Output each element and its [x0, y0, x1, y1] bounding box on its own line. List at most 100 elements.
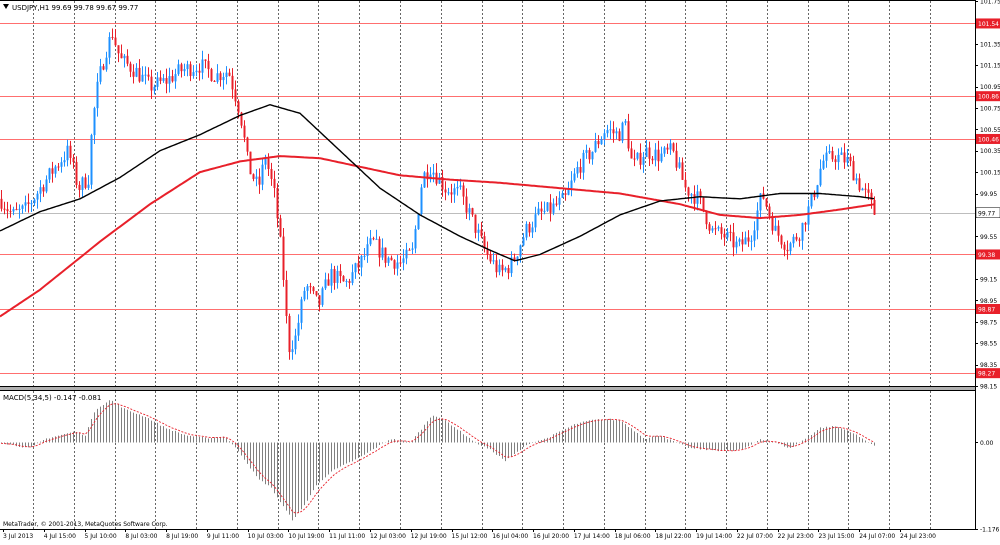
candle-body — [633, 158, 636, 160]
candle-body — [756, 210, 759, 231]
candle-body — [348, 281, 351, 283]
candle-body — [735, 241, 738, 248]
candle-body — [873, 200, 876, 215]
candle-body — [579, 167, 582, 173]
candle-body — [738, 239, 741, 242]
candle-body — [24, 202, 27, 206]
candle-body — [72, 157, 75, 162]
y-tick-label: 100.15 — [980, 170, 1000, 177]
candle-body — [804, 222, 807, 225]
candle-body — [681, 162, 684, 180]
y-tick-label: 98.35 — [980, 362, 997, 369]
candle-body — [144, 74, 147, 76]
candle-body — [291, 349, 294, 353]
candle-body — [396, 262, 399, 269]
candle-body — [183, 69, 186, 72]
candle-body — [210, 69, 213, 81]
candle-body — [366, 244, 369, 256]
candle-body — [189, 64, 192, 76]
candle-body — [78, 184, 81, 190]
candle-body — [636, 152, 639, 159]
candle-body — [828, 151, 831, 153]
candle-body — [399, 262, 402, 264]
candle-body — [606, 130, 609, 134]
candle-body — [522, 237, 525, 246]
candle-body — [333, 269, 336, 283]
candle-body — [126, 55, 129, 64]
candle-body — [222, 76, 225, 81]
candle-body — [393, 260, 396, 269]
macd-indicator — [0, 400, 875, 521]
candle-body — [60, 162, 63, 167]
candle-body — [150, 76, 153, 91]
candle-body — [174, 74, 177, 82]
price-tag — [976, 368, 1000, 379]
candle-body — [123, 55, 126, 59]
candle-body — [531, 227, 534, 233]
candle-body — [600, 139, 603, 145]
candle-body — [588, 150, 591, 160]
candle-body — [324, 279, 327, 289]
candle-body — [495, 260, 498, 273]
candle-body — [312, 287, 315, 292]
candle-body — [330, 269, 333, 286]
price-tag — [976, 304, 1000, 314]
candle-body — [732, 232, 735, 248]
y-tick-label: 101.15 — [980, 63, 1000, 70]
candle-body — [141, 74, 144, 82]
candle-body — [675, 150, 678, 168]
candle-body — [504, 268, 507, 271]
candle-body — [651, 158, 654, 161]
candle-body — [321, 288, 324, 305]
y-tick-label: 100.95 — [980, 84, 1000, 91]
candle-body — [462, 185, 465, 197]
candle-body — [336, 270, 339, 283]
x-tick-label: 8 Jul 03:00 — [125, 533, 157, 540]
price-tag-label: 101.54 — [978, 21, 999, 28]
price-tag — [976, 91, 1000, 102]
candle-body — [351, 272, 354, 283]
candle-body — [171, 76, 174, 82]
candle-body — [306, 286, 309, 291]
x-tick-label: 23 Jul 15:00 — [818, 533, 854, 540]
candle-body — [693, 194, 696, 204]
candle-body — [438, 177, 441, 184]
price-tag-label: 100.86 — [978, 94, 999, 101]
candle-body — [267, 158, 270, 169]
candle-body — [465, 196, 468, 213]
candle-body — [381, 247, 384, 258]
candle-body — [315, 291, 318, 296]
candle-body — [870, 192, 873, 201]
x-tick-label: 22 Jul 23:00 — [778, 533, 814, 540]
candle-body — [459, 185, 462, 187]
collapse-arrow-icon[interactable] — [3, 4, 9, 9]
candle-body — [447, 192, 450, 194]
candle-body — [486, 248, 489, 255]
candle-body — [567, 188, 570, 195]
candle-body — [777, 225, 780, 236]
candle-body — [720, 227, 723, 234]
candle-body — [300, 299, 303, 323]
x-tick-label: 5 Jul 10:00 — [85, 533, 117, 540]
x-tick-label: 10 Jul 19:00 — [288, 533, 324, 540]
candle-body — [51, 168, 54, 174]
candle-body — [432, 172, 435, 175]
candle-body — [858, 178, 861, 191]
candle-body — [594, 140, 597, 152]
candle-body — [270, 168, 273, 179]
chart-title: USDJPY,H1 99.69 99.78 99.67 99.77 — [12, 4, 138, 12]
candle-body — [669, 143, 672, 150]
candle-body — [483, 236, 486, 249]
candle-body — [582, 152, 585, 173]
candle-body — [729, 231, 732, 233]
candle-body — [666, 147, 669, 150]
x-tick-label: 4 Jul 15:00 — [44, 533, 76, 540]
slow-ma-line — [0, 155, 875, 318]
candle-body — [339, 270, 342, 277]
candle-body — [156, 77, 159, 87]
candle-body — [81, 177, 84, 190]
candle-body — [408, 249, 411, 251]
candle-body — [417, 213, 420, 230]
x-tick-label: 12 Jul 19:00 — [411, 533, 447, 540]
